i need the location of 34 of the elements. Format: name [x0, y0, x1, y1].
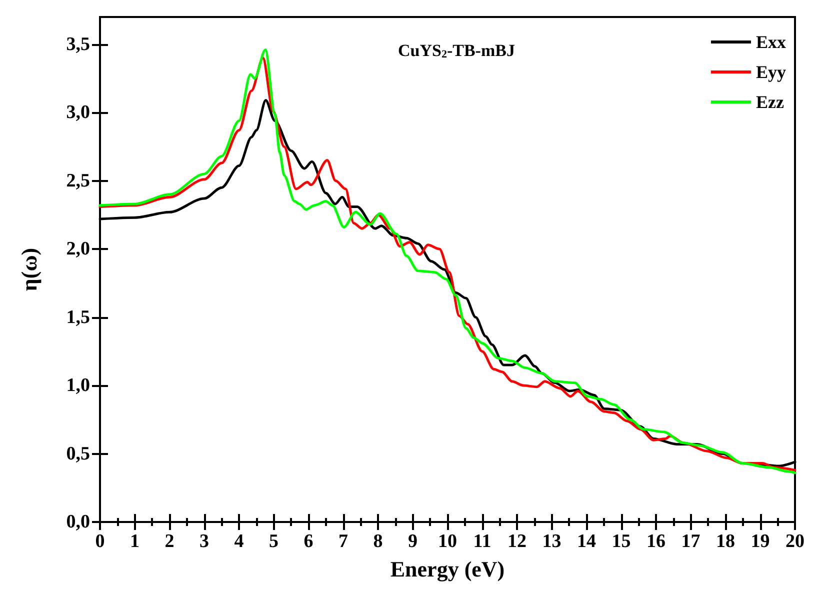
x-tick-label: 7 [338, 531, 348, 552]
x-tick-label: 15 [612, 531, 631, 552]
x-tick-label: 17 [681, 531, 701, 552]
y-tick-label: 1,0 [66, 375, 90, 396]
x-tick-label: 18 [716, 531, 735, 552]
y-axis-title: η(ω) [16, 248, 42, 292]
x-tick-label: 6 [304, 531, 314, 552]
x-tick-label: 4 [234, 531, 244, 552]
x-tick-label: 5 [269, 531, 278, 552]
x-tick-label: 9 [408, 531, 418, 552]
x-axis-title: Energy (eV) [390, 556, 505, 582]
x-tick-label: 0 [95, 531, 105, 552]
x-tick-label: 3 [200, 531, 209, 552]
y-tick-label: 2,0 [66, 238, 90, 260]
y-tick-label: 0,0 [66, 512, 90, 532]
x-tick-label: 2 [164, 531, 174, 552]
y-tick-label: 3,5 [66, 34, 90, 55]
y-tick-label: 0,5 [66, 443, 90, 464]
x-tick-label: 12 [508, 531, 526, 552]
x-tick-label: 20 [786, 531, 804, 552]
y-tick-label: 3,0 [66, 102, 90, 124]
legend-label: Exx [756, 32, 786, 52]
x-tick-label: 16 [646, 531, 666, 552]
x-tick-label: 8 [373, 531, 383, 552]
y-tick-label: 2,5 [66, 170, 90, 192]
legend-label: Eyy [756, 62, 786, 82]
legend-label: Ezz [756, 92, 784, 112]
x-tick-label: 14 [577, 531, 596, 552]
y-tick-label: 1,5 [66, 306, 90, 328]
x-tick-label: 19 [750, 531, 770, 552]
x-tick-label: 11 [473, 531, 492, 552]
x-tick-label: 1 [130, 531, 140, 552]
x-tick-label: 13 [542, 531, 562, 552]
x-tick-label: 10 [438, 531, 457, 552]
